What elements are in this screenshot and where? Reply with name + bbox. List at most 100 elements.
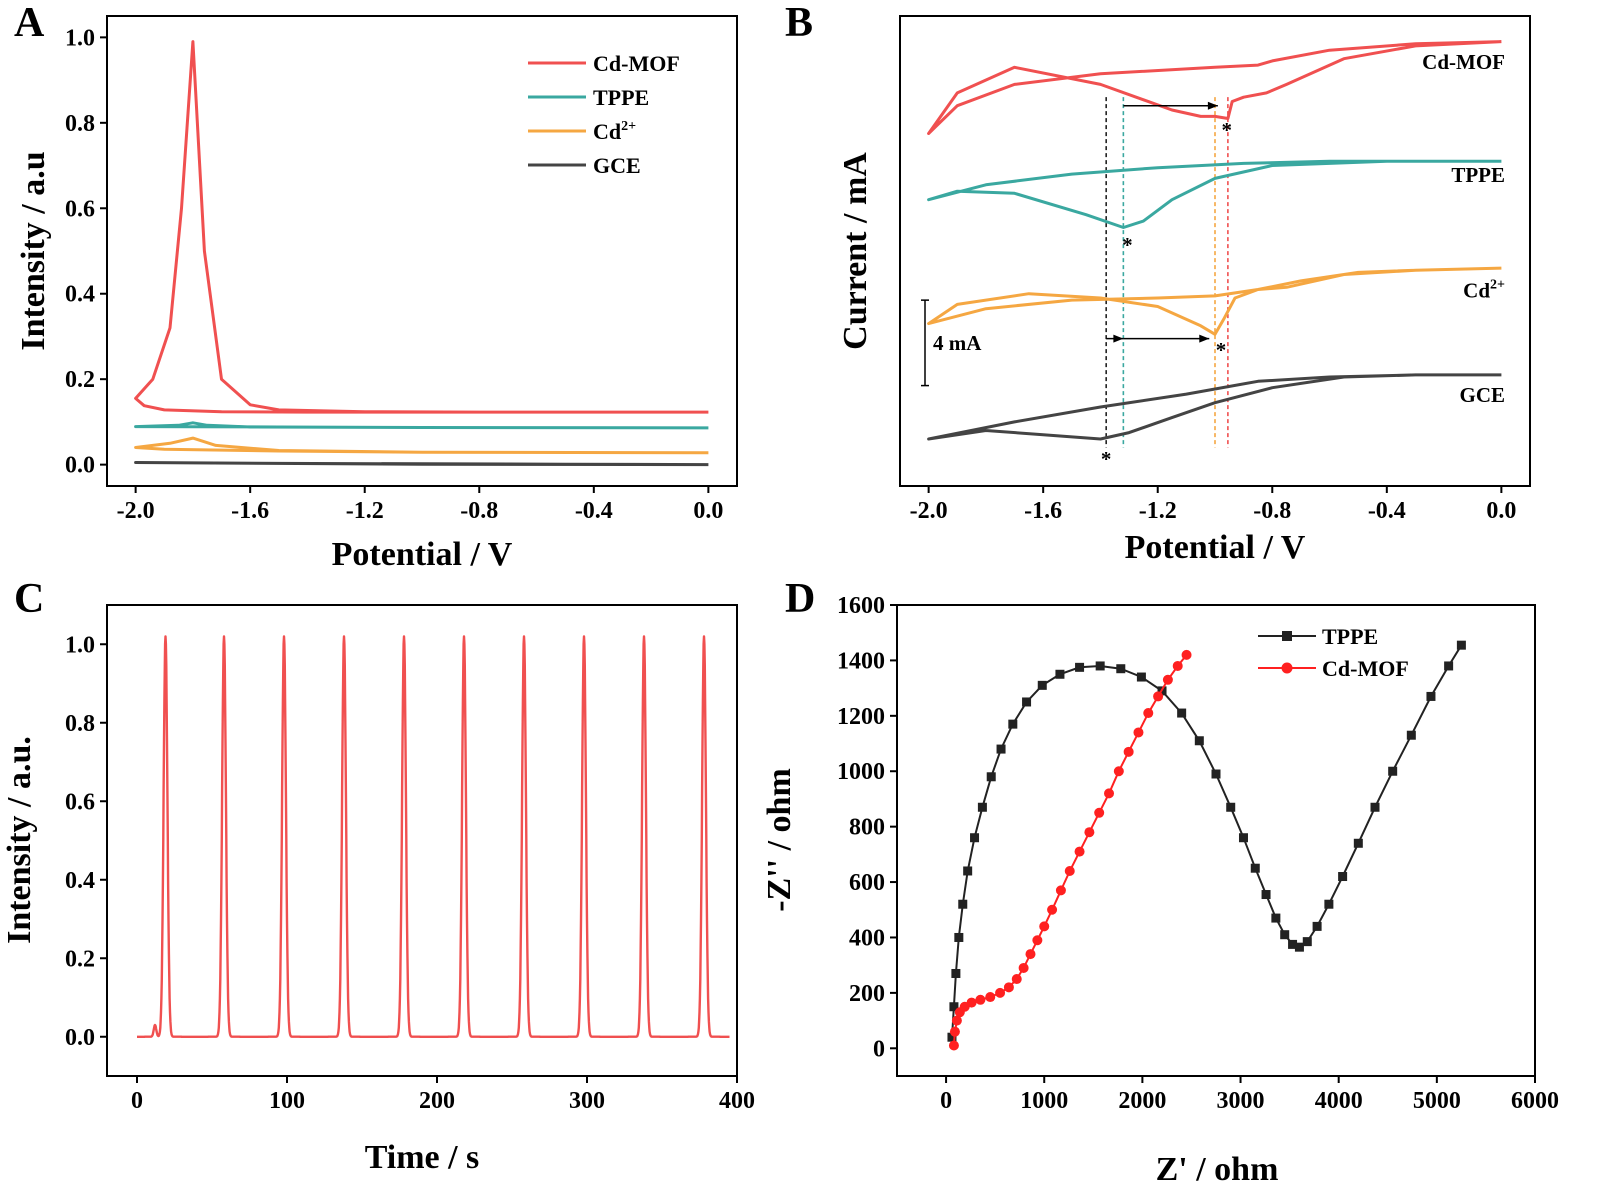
legend-label: TPPE (1322, 624, 1378, 649)
series-cd-mof-point (1172, 660, 1183, 671)
x-tick-label: -1.2 (346, 498, 384, 524)
y-tick-label: 600 (849, 870, 885, 896)
series-cd-line (927, 266, 1502, 336)
y-tick-label: 0.2 (65, 946, 95, 972)
panel-a-legend: Cd-MOF TPPE Cd2+ GCE (528, 51, 680, 178)
panel-b-arrows (1106, 101, 1218, 343)
x-tick-label: 0.0 (693, 498, 723, 524)
x-tick-label: -0.8 (460, 498, 498, 524)
series-gce-line (134, 461, 709, 467)
x-tick-label: 0.0 (1486, 498, 1516, 524)
x-tick-label: -2.0 (117, 498, 155, 524)
legend-marker (1282, 631, 1292, 641)
panel-b-x-ticks: -2.0 -1.6 -1.2 -0.8 -0.4 0.0 (910, 486, 1516, 524)
panel-c-frame (106, 604, 738, 1077)
series-cd-mof-point (1025, 949, 1036, 960)
series-tppe-point (1302, 937, 1312, 947)
series-tppe-point (1075, 662, 1085, 672)
series-tppe-point (1353, 838, 1363, 848)
x-tick-label: 400 (719, 1088, 755, 1114)
series-tppe-point (1280, 930, 1290, 940)
y-tick-label: 400 (849, 925, 885, 951)
series-tppe-point (1406, 730, 1416, 740)
series-cd-mof-point (966, 997, 977, 1008)
series-cd-mof-point (1047, 904, 1058, 915)
x-tick-label: 5000 (1413, 1088, 1461, 1114)
panel-c-letter: C (14, 576, 44, 622)
series-cd-mof-point (951, 1015, 962, 1026)
series-tppe-point (986, 772, 996, 782)
y-tick-label: 0.6 (65, 789, 95, 815)
panel-b-frame (899, 15, 1531, 487)
y-tick-label: 0.0 (65, 453, 95, 479)
panel-a-curves (134, 40, 709, 467)
panel-a-y-title: Intensity / a.u (15, 151, 52, 350)
panel-b-y-title: Current / mA (837, 152, 874, 350)
series-tppe-point (1250, 863, 1260, 873)
series-tppe-point (1271, 913, 1281, 923)
legend-label: Cd-MOF (593, 51, 680, 76)
series-tppe-point (1312, 921, 1322, 931)
panel-b-curves: * * * * (927, 40, 1502, 471)
x-tick-label: 100 (269, 1088, 305, 1114)
panel-a-frame (106, 15, 738, 487)
series-tppe-point (1444, 661, 1454, 671)
y-tick-label: 0.8 (65, 711, 95, 737)
curve-label: Cd-MOF (1422, 50, 1505, 74)
series-cd-mof-line (134, 40, 709, 414)
series-cd-mof-point (948, 1040, 959, 1051)
shift-arrow-head (1207, 101, 1218, 110)
peak-marker: * (1122, 233, 1133, 257)
series-tppe-point (1055, 669, 1065, 679)
y-tick-label: 200 (849, 981, 885, 1007)
panel-b-x-title: Potential / V (1125, 529, 1306, 566)
panel-d-frame (896, 604, 1536, 1077)
y-tick-label: 1200 (837, 704, 885, 730)
series-cd-mof-point (1123, 746, 1134, 757)
series-tppe-point (947, 1032, 957, 1042)
series-tppe-point (1037, 680, 1047, 690)
series-tppe-point (1294, 942, 1304, 952)
series-tppe-point (963, 866, 973, 876)
series-cd-mof-point (1018, 962, 1029, 973)
x-tick-label: 300 (569, 1088, 605, 1114)
scale-bar-label: 4 mA (933, 331, 982, 355)
series-tppe-line (134, 421, 709, 430)
series-tppe-point (951, 968, 961, 978)
series-tppe-point (1008, 719, 1018, 729)
peak-marker: * (1221, 118, 1232, 142)
x-tick-label: 0 (131, 1088, 143, 1114)
panel-c-x-ticks: 0 100 200 300 400 (131, 1076, 755, 1114)
x-tick-label: -2.0 (910, 498, 948, 524)
panel-b-guide-lines (1105, 97, 1229, 448)
panel-d-x-ticks: 0 1000 2000 3000 4000 5000 6000 (940, 1076, 1559, 1114)
panel-d-x-title: Z' / ohm (1156, 1151, 1279, 1188)
y-tick-label: 0.4 (65, 282, 95, 308)
panel-d-legend: TPPE Cd-MOF (1258, 624, 1409, 681)
panel-c-x-title: Time / s (365, 1139, 480, 1176)
legend-label: TPPE (593, 85, 649, 110)
panel-a-x-title: Potential / V (332, 536, 513, 573)
panel-a-x-ticks: -2.0 -1.6 -1.2 -0.8 -0.4 0.0 (117, 486, 723, 524)
panel-b-curve-labels: Cd-MOF TPPE Cd2+ GCE (1422, 50, 1505, 407)
series-cd-mof-point (1084, 827, 1095, 838)
shift-arrow-head (1199, 334, 1210, 343)
x-tick-label: 3000 (1217, 1088, 1265, 1114)
series-cd-mof-point (1133, 727, 1144, 738)
series-cd-mof-point (1011, 974, 1022, 985)
series-cd-mof-point (985, 992, 996, 1003)
series-cd-mof-point (1143, 708, 1154, 719)
x-tick-label: 6000 (1511, 1088, 1559, 1114)
panel-a: A -2.0 -1.6 -1.2 -0.8 -0.4 0.0 0.00.20.40.60.… (14, 0, 738, 573)
x-tick-label: 1000 (1020, 1088, 1068, 1114)
series-cd-mof-point (1032, 935, 1043, 946)
y-tick-label: 0 (873, 1036, 885, 1062)
panel-c: C 0 100 200 300 400 0.0 0.2 0.4 0.6 0.8 1.0 Time … (1, 576, 755, 1176)
series-cd-mof-line (927, 40, 1502, 135)
series-tppe-point (1456, 640, 1466, 650)
y-tick-label: 0.2 (65, 367, 95, 393)
x-tick-label: -0.4 (1368, 498, 1406, 524)
series-cd-mof-point (1094, 807, 1105, 818)
series-tppe-point (954, 932, 964, 942)
series-cd-mof-point (1153, 691, 1164, 702)
